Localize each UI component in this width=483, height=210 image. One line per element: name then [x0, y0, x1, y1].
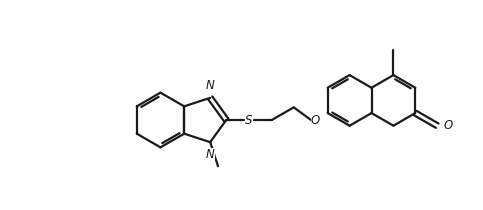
Text: S: S [245, 114, 253, 126]
Text: O: O [443, 119, 453, 132]
Text: N: N [206, 79, 214, 92]
Text: O: O [311, 114, 320, 126]
Text: N: N [206, 148, 214, 161]
